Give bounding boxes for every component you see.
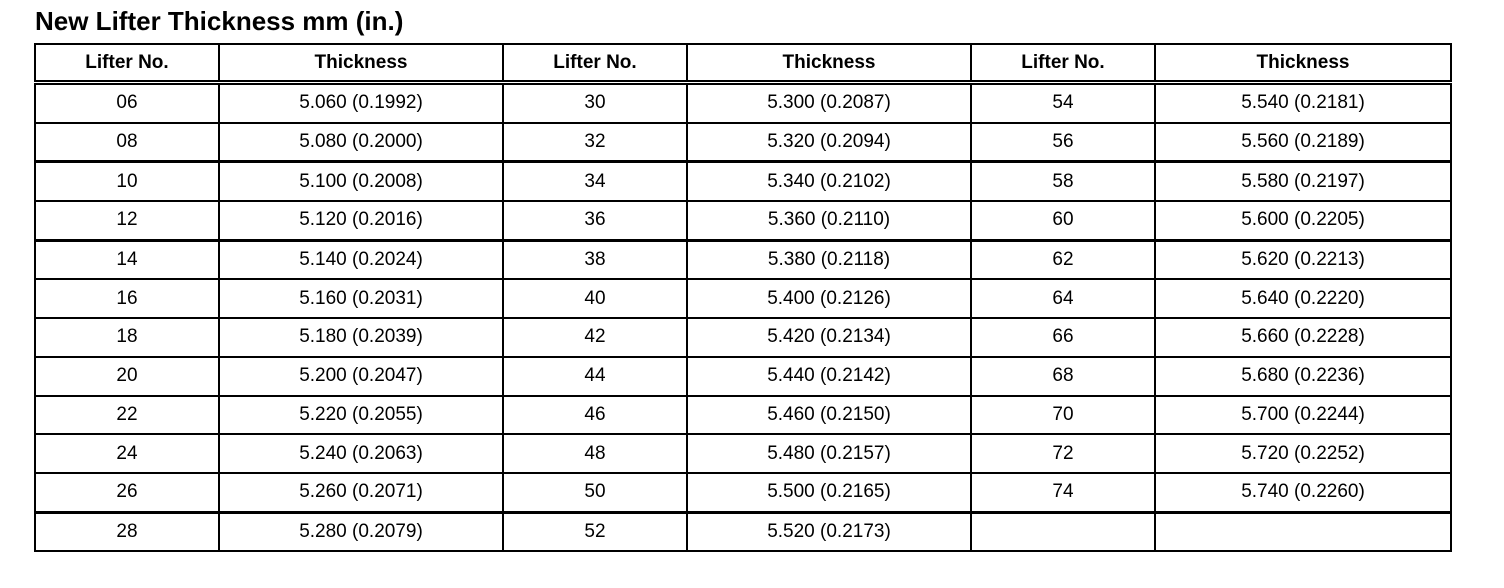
lifter-no-cell: 42: [502, 317, 688, 358]
thickness-cell: 5.560 (0.2189): [1154, 121, 1452, 164]
table-row: 20 5.200 (0.2047) 44 5.440 (0.2142) 68 5.680 …: [34, 355, 1452, 397]
lifter-no-cell: 16: [34, 278, 220, 320]
thickness-cell: 5.460 (0.2150): [686, 394, 972, 436]
lifter-no-cell: 38: [502, 239, 688, 281]
lifter-no-cell: 06: [34, 81, 220, 124]
lifter-no-cell: 14: [34, 239, 220, 281]
thickness-cell: 5.240 (0.2063): [218, 433, 504, 474]
thickness-cell: 5.640 (0.2220): [1154, 278, 1452, 320]
lifter-no-cell: 18: [34, 317, 220, 358]
thickness-cell: 5.420 (0.2134): [686, 317, 972, 358]
thickness-cell: 5.260 (0.2071): [218, 471, 504, 514]
thickness-cell: 5.300 (0.2087): [686, 81, 972, 124]
thickness-cell: 5.520 (0.2173): [686, 511, 972, 553]
lifter-no-cell: 30: [502, 81, 688, 124]
thickness-cell: 5.620 (0.2213): [1154, 239, 1452, 281]
lifter-no-cell: 50: [502, 471, 688, 514]
table-row: 08 5.080 (0.2000) 32 5.320 (0.2094) 56 5.560 …: [34, 121, 1452, 164]
thickness-cell: 5.500 (0.2165): [686, 471, 972, 514]
header-lifter-no: Lifter No.: [970, 43, 1156, 85]
lifter-no-cell: 74: [970, 471, 1156, 514]
lifter-no-cell: 10: [34, 160, 220, 203]
thickness-cell: 5.320 (0.2094): [686, 121, 972, 164]
thickness-cell: 5.180 (0.2039): [218, 317, 504, 358]
header-thickness: Thickness: [1154, 43, 1452, 85]
thickness-cell: 5.660 (0.2228): [1154, 317, 1452, 358]
thickness-cell: 5.540 (0.2181): [1154, 81, 1452, 124]
lifter-no-cell: 20: [34, 355, 220, 397]
thickness-cell: 5.680 (0.2236): [1154, 355, 1452, 397]
lifter-no-cell: 36: [502, 200, 688, 242]
thickness-cell: 5.120 (0.2016): [218, 200, 504, 242]
lifter-no-cell: 72: [970, 433, 1156, 474]
lifter-no-cell: 60: [970, 200, 1156, 242]
thickness-cell: 5.200 (0.2047): [218, 355, 504, 397]
thickness-cell: 5.220 (0.2055): [218, 394, 504, 436]
thickness-cell: [1154, 511, 1452, 553]
thickness-cell: 5.060 (0.1992): [218, 81, 504, 124]
header-row: Lifter No. Thickness Lifter No. Thicknes…: [34, 43, 1452, 85]
table-row: 06 5.060 (0.1992) 30 5.300 (0.2087) 54 5.540 …: [34, 81, 1452, 124]
table-row: 14 5.140 (0.2024) 38 5.380 (0.2118) 62 5.620 …: [34, 239, 1452, 281]
thickness-cell: 5.340 (0.2102): [686, 160, 972, 203]
header-thickness: Thickness: [686, 43, 972, 85]
lifter-no-cell: 32: [502, 121, 688, 164]
lifter-no-cell: 46: [502, 394, 688, 436]
thickness-cell: 5.080 (0.2000): [218, 121, 504, 164]
table-row: 16 5.160 (0.2031) 40 5.400 (0.2126) 64 5.640 …: [34, 278, 1452, 320]
lifter-no-cell: 54: [970, 81, 1156, 124]
table-row: 12 5.120 (0.2016) 36 5.360 (0.2110) 60 5.600 …: [34, 200, 1452, 242]
thickness-cell: 5.280 (0.2079): [218, 511, 504, 553]
lifter-no-cell: 28: [34, 511, 220, 553]
thickness-cell: 5.100 (0.2008): [218, 160, 504, 203]
lifter-no-cell: 58: [970, 160, 1156, 203]
table-row: 24 5.240 (0.2063) 48 5.480 (0.2157) 72 5.720 …: [34, 433, 1452, 474]
thickness-cell: 5.380 (0.2118): [686, 239, 972, 281]
lifter-no-cell: 66: [970, 317, 1156, 358]
lifter-no-cell: 56: [970, 121, 1156, 164]
thickness-cell: 5.720 (0.2252): [1154, 433, 1452, 474]
lifter-no-cell: 40: [502, 278, 688, 320]
lifter-no-cell: 52: [502, 511, 688, 553]
thickness-cell: 5.440 (0.2142): [686, 355, 972, 397]
lifter-no-cell: 24: [34, 433, 220, 474]
header-lifter-no: Lifter No.: [502, 43, 688, 85]
table-row: 10 5.100 (0.2008) 34 5.340 (0.2102) 58 5.580 …: [34, 160, 1452, 203]
table-title: New Lifter Thickness mm (in.): [35, 6, 404, 36]
thickness-cell: 5.700 (0.2244): [1154, 394, 1452, 436]
thickness-cell: 5.580 (0.2197): [1154, 160, 1452, 203]
lifter-no-cell: [970, 511, 1156, 553]
thickness-cell: 5.600 (0.2205): [1154, 200, 1452, 242]
thickness-cell: 5.400 (0.2126): [686, 278, 972, 320]
lifter-no-cell: 48: [502, 433, 688, 474]
lifter-no-cell: 22: [34, 394, 220, 436]
lifter-no-cell: 34: [502, 160, 688, 203]
header-thickness: Thickness: [218, 43, 504, 85]
lifter-no-cell: 08: [34, 121, 220, 164]
header-lifter-no: Lifter No.: [34, 43, 220, 85]
lifter-thickness-table: Lifter No. Thickness Lifter No. Thicknes…: [34, 43, 1452, 553]
lifter-no-cell: 44: [502, 355, 688, 397]
thickness-cell: 5.360 (0.2110): [686, 200, 972, 242]
table-row: 22 5.220 (0.2055) 46 5.460 (0.2150) 70 5.700 …: [34, 394, 1452, 436]
table-row: 28 5.280 (0.2079) 52 5.520 (0.2173): [34, 511, 1452, 553]
lifter-no-cell: 12: [34, 200, 220, 242]
lifter-no-cell: 70: [970, 394, 1156, 436]
lifter-no-cell: 64: [970, 278, 1156, 320]
thickness-cell: 5.140 (0.2024): [218, 239, 504, 281]
table-row: 26 5.260 (0.2071) 50 5.500 (0.2165) 74 5.740 …: [34, 471, 1452, 514]
lifter-no-cell: 26: [34, 471, 220, 514]
table-row: 18 5.180 (0.2039) 42 5.420 (0.2134) 66 5.660 …: [34, 317, 1452, 358]
lifter-no-cell: 62: [970, 239, 1156, 281]
thickness-cell: 5.480 (0.2157): [686, 433, 972, 474]
thickness-cell: 5.740 (0.2260): [1154, 471, 1452, 514]
lifter-no-cell: 68: [970, 355, 1156, 397]
thickness-cell: 5.160 (0.2031): [218, 278, 504, 320]
